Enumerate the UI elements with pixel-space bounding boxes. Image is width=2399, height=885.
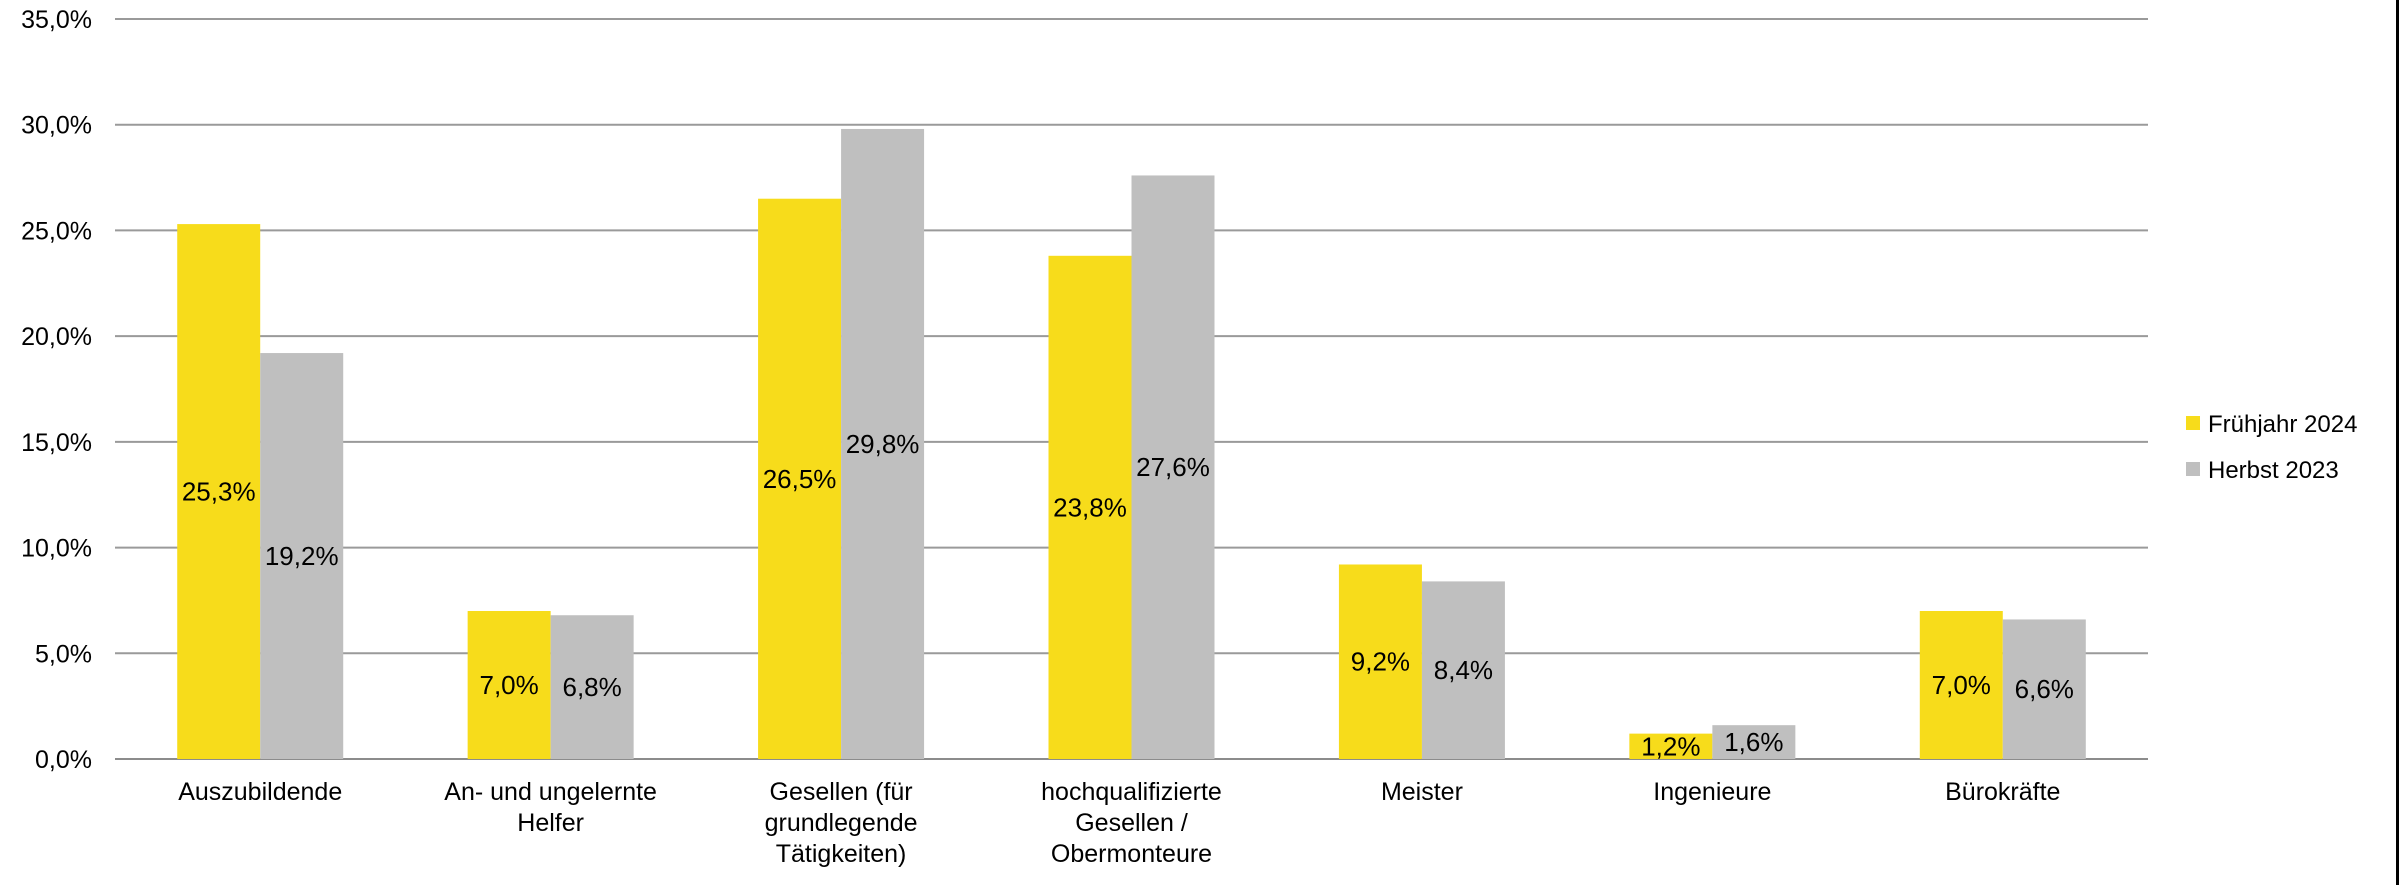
bar-fruehjahr-2024 <box>1629 733 1713 759</box>
data-label: 27,6% <box>1136 452 1210 482</box>
data-label: 23,8% <box>1053 492 1127 522</box>
data-label: 6,8% <box>563 672 622 702</box>
y-tick-label: 25,0% <box>21 217 92 245</box>
bar-fruehjahr-2024 <box>467 611 551 759</box>
y-tick-label: 20,0% <box>21 323 92 351</box>
bar-herbst-2023 <box>1131 175 1215 759</box>
y-tick-label: 10,0% <box>21 535 92 563</box>
y-tick-label: 30,0% <box>21 112 92 140</box>
frame-border <box>2396 0 2399 885</box>
bar-herbst-2023 <box>260 353 344 759</box>
data-label: 6,6% <box>2015 674 2074 704</box>
data-label: 29,8% <box>846 429 920 459</box>
data-label: 1,6% <box>1724 727 1783 757</box>
data-label: 25,3% <box>182 477 256 507</box>
x-tick-label: Ingenieure <box>1653 778 1771 806</box>
x-tick-label: An- und ungelernte <box>444 778 657 806</box>
data-label: 8,4% <box>1434 655 1493 685</box>
data-label: 1,2% <box>1641 731 1700 761</box>
bar-fruehjahr-2024 <box>1919 611 2003 759</box>
bar-fruehjahr-2024 <box>758 198 842 759</box>
x-tick-label: Meister <box>1381 778 1463 806</box>
x-tick-label: Gesellen (für <box>770 778 913 806</box>
x-tick-label: grundlegende <box>765 809 918 837</box>
x-tick-label: Auszubildende <box>178 778 342 806</box>
y-tick-label: 35,0% <box>21 6 92 34</box>
data-label: 9,2% <box>1351 647 1410 677</box>
legend-swatch <box>2186 416 2200 430</box>
legend-label: Frühjahr 2024 <box>2208 411 2357 438</box>
data-label: 19,2% <box>265 541 339 571</box>
bar-fruehjahr-2024 <box>1048 255 1132 760</box>
bar-fruehjahr-2024 <box>1338 564 1422 759</box>
y-tick-label: 0,0% <box>35 746 92 774</box>
data-label: 26,5% <box>763 464 837 494</box>
bar-herbst-2023 <box>841 128 925 759</box>
x-tick-label: hochqualifizierte <box>1041 778 1222 806</box>
x-tick-label: Bürokräfte <box>1945 778 2060 806</box>
bar-herbst-2023 <box>2002 619 2086 759</box>
bar-herbst-2023 <box>550 615 634 759</box>
bar-herbst-2023 <box>1421 581 1505 759</box>
legend-label: Herbst 2023 <box>2208 457 2339 484</box>
x-tick-label: Tätigkeiten) <box>776 840 907 868</box>
data-label: 7,0% <box>1932 670 1991 700</box>
x-tick-label: Gesellen / <box>1075 809 1188 837</box>
bar-herbst-2023 <box>1712 725 1796 759</box>
bar-fruehjahr-2024 <box>177 224 261 760</box>
legend-swatch <box>2186 462 2200 476</box>
y-tick-label: 5,0% <box>35 640 92 668</box>
x-tick-label: Obermonteure <box>1051 840 1212 868</box>
y-tick-label: 15,0% <box>21 429 92 457</box>
x-tick-label: Helfer <box>517 809 584 837</box>
data-label: 7,0% <box>480 670 539 700</box>
